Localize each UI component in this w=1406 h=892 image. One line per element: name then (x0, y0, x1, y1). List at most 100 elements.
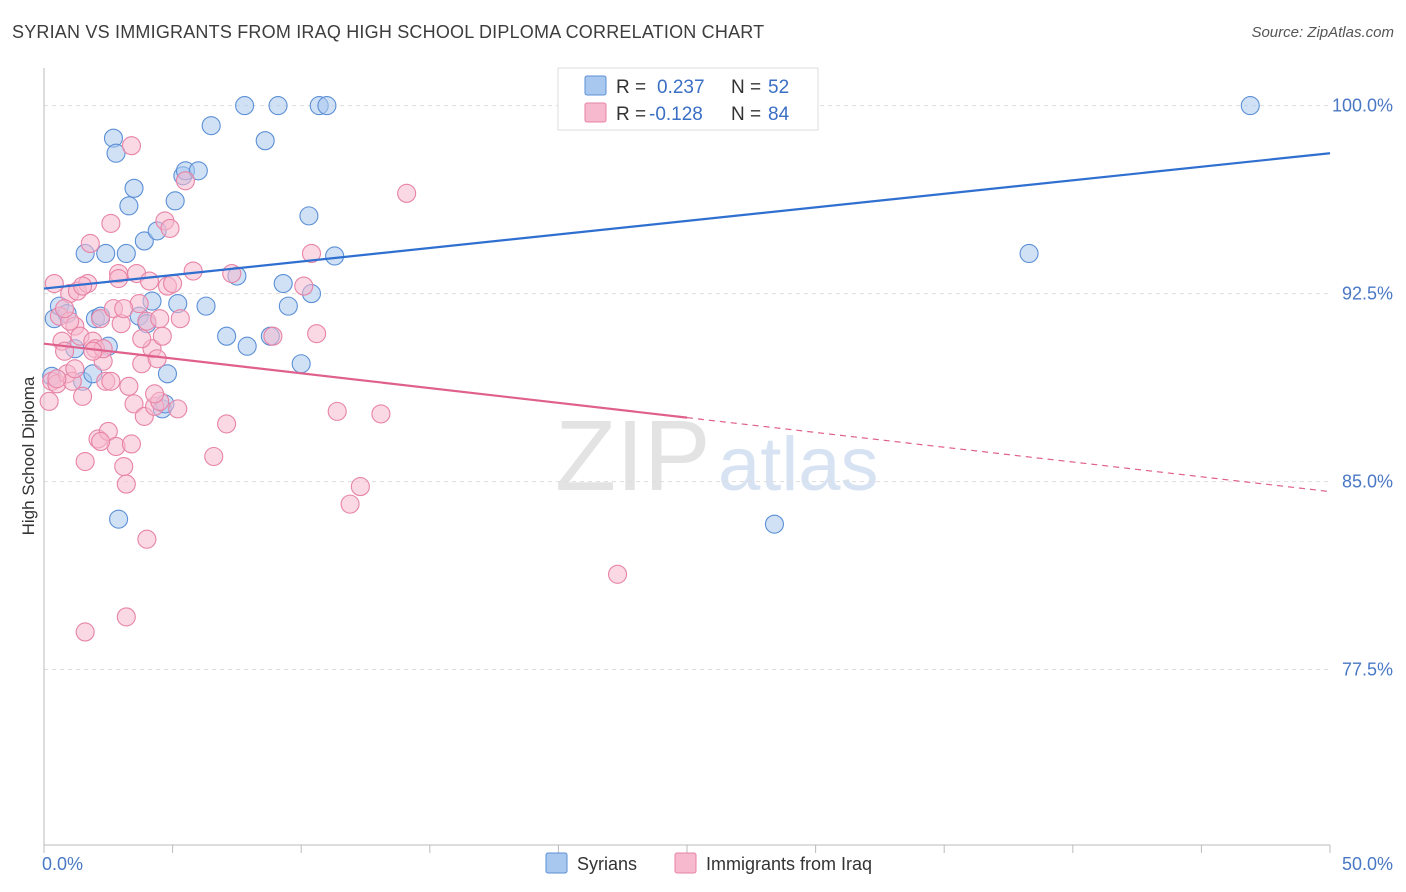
iraq-trend-line (43, 342, 688, 419)
iraq-point (327, 401, 347, 421)
iraq-point (168, 399, 188, 419)
syrians-point (273, 274, 293, 294)
stats-legend: R = 0.237 N = 52 R = -0.128 N = 84 (557, 67, 819, 131)
iraq-point (294, 276, 314, 296)
legend-syrians-r-label: R = (616, 77, 646, 98)
iraq-point (101, 371, 121, 391)
iraq-point (121, 434, 141, 454)
syrians-point (235, 96, 255, 116)
syrians-point (165, 191, 185, 211)
iraq-point (147, 349, 167, 369)
trend-lines (43, 152, 1331, 493)
syrians-point (255, 131, 275, 151)
iraq-point (183, 261, 203, 281)
syrians-point (291, 354, 311, 374)
iraq-point (83, 341, 103, 361)
iraq-point (397, 183, 417, 203)
iraq-point (91, 309, 111, 329)
iraq-point (65, 359, 85, 379)
iraq-point (116, 474, 136, 494)
iraq-point (263, 326, 283, 346)
iraq-point (175, 171, 196, 191)
iraq-point (75, 622, 95, 642)
y-tick-label: 85.0% (1342, 472, 1393, 492)
syrians-point (217, 326, 237, 346)
iraq-point (217, 414, 237, 434)
iraq-point (204, 446, 224, 467)
syrians-point (325, 246, 345, 266)
bottom-legend-syrians-label: Syrians (577, 854, 637, 874)
syrians-point (96, 243, 116, 264)
iraq-point (109, 268, 129, 289)
syrians-point (188, 161, 208, 181)
syrians-point (119, 196, 139, 216)
iraq-point (150, 309, 170, 329)
bottom-legend-iraq-label: Immigrants from Iraq (706, 854, 872, 874)
tick-labels: 100.0% 92.5% 85.0% 77.5% 0.0% 50.0% (42, 96, 1393, 874)
iraq-point (124, 394, 144, 414)
iraq-point (145, 384, 165, 404)
syrians-point (201, 116, 221, 136)
syrians-point (196, 296, 216, 316)
legend-syrians-swatch (584, 75, 607, 96)
bottom-legend-iraq-swatch (674, 852, 697, 874)
iraq-point (139, 271, 160, 291)
iraq-point (114, 299, 134, 319)
watermark-atlas: atlas (718, 422, 879, 507)
legend-syrians-r-value: 0.237 (657, 77, 705, 98)
iraq-point (608, 564, 628, 584)
iraq-point (163, 274, 183, 294)
iraq-point (137, 529, 157, 549)
watermark-zip: ZIP (555, 400, 711, 512)
bottom-legend-syrians-swatch (545, 852, 568, 874)
iraq-point (301, 243, 322, 264)
iraq-point (116, 607, 136, 627)
y-tick-label: 77.5% (1342, 660, 1393, 680)
syrians-point (237, 336, 257, 356)
iraq-point (121, 136, 141, 156)
syrians-point (116, 243, 136, 264)
iraq-trend-line-dashed (686, 417, 1331, 493)
legend-syrians-n-value: 52 (768, 77, 789, 98)
y-axis-label: High School Diploma (19, 376, 38, 535)
x-tick-label: 0.0% (42, 854, 83, 874)
iraq-point (47, 369, 67, 389)
data-points (39, 96, 1260, 642)
legend-iraq-swatch (584, 102, 607, 123)
iraq-point (119, 376, 139, 396)
iraq-point (152, 326, 172, 346)
syrians-point (134, 231, 154, 251)
syrians-point (1019, 243, 1039, 264)
y-tick-label: 92.5% (1342, 284, 1393, 304)
iraq-point (44, 274, 64, 294)
syrians-point (157, 364, 178, 384)
syrians-point (278, 296, 298, 316)
iraq-point (371, 404, 391, 424)
syrians-point (268, 96, 288, 116)
legend-iraq-n-label: N = (731, 104, 761, 125)
iraq-point (132, 329, 152, 349)
iraq-point (160, 218, 180, 238)
syrians-point (1240, 96, 1260, 116)
iraq-point (91, 431, 111, 452)
chart-title: SYRIAN VS IMMIGRANTS FROM IRAQ HIGH SCHO… (12, 22, 765, 42)
grid-lines (44, 105, 1330, 671)
iraq-point (170, 309, 190, 329)
legend-iraq-r-label: R = (616, 104, 646, 125)
syrians-point (317, 96, 337, 116)
syrians-point (299, 206, 319, 226)
syrians-point (124, 178, 144, 198)
y-tick-label: 100.0% (1332, 96, 1393, 116)
iraq-point (39, 391, 59, 411)
iraq-point (73, 386, 93, 406)
iraq-point (307, 324, 327, 344)
iraq-point (75, 451, 95, 472)
iraq-point (340, 494, 360, 514)
source-label: Source: ZipAtlas.com (1251, 24, 1394, 41)
iraq-point (101, 213, 121, 233)
x-tick-label: 50.0% (1342, 854, 1393, 874)
syrians-point (764, 514, 784, 534)
series-legend: Syrians Immigrants from Iraq (545, 852, 872, 874)
iraq-point (350, 477, 370, 497)
